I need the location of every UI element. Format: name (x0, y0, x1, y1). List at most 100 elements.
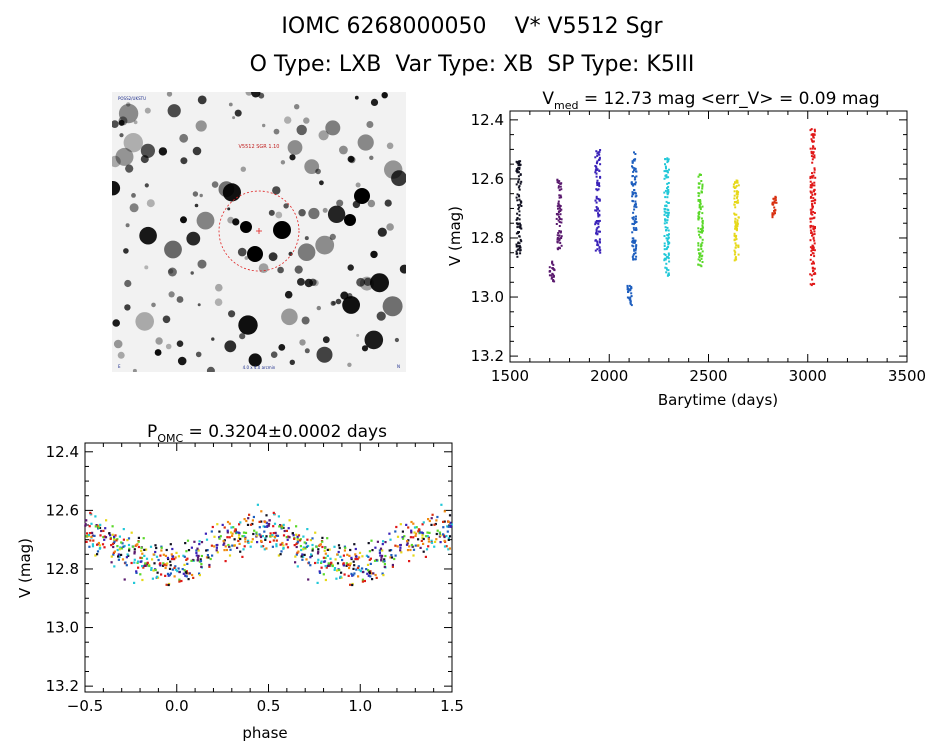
star (176, 296, 184, 303)
phase-curve-point (230, 526, 233, 529)
star (301, 316, 310, 325)
phase-curve-point (280, 527, 283, 530)
phase-curve-point (231, 534, 234, 537)
phase-curve-point (94, 515, 97, 518)
light-curve-point (595, 175, 598, 178)
phase-curve-point (103, 538, 106, 541)
phase-curve-point (97, 541, 100, 545)
light-curve-point (809, 177, 812, 180)
light-curve-point (518, 206, 521, 209)
light-curve-point (626, 284, 629, 287)
phase-curve-point (170, 553, 173, 556)
phase-curve-point (399, 549, 402, 552)
light-curve-point (558, 234, 561, 237)
light-curve-point (556, 179, 559, 182)
light-curve-point (809, 220, 812, 223)
light-curve-point (736, 199, 739, 202)
star (154, 349, 162, 356)
phase-curve-point (195, 549, 198, 552)
phase-curve-ytick-label: 12.6 (46, 501, 79, 519)
light-curve-point (560, 208, 563, 211)
phase-curve-point (443, 539, 446, 542)
sky-image-stamp: POSS2/UKSTU V5512 SGR 1.10 E 4.0 x 4.0 arcm… (112, 92, 406, 372)
phase-curve-point (414, 544, 417, 547)
phase-curve-point (336, 569, 339, 572)
light-curve-point (594, 199, 597, 202)
light-curve-point (598, 199, 601, 202)
phase-curve-point (135, 570, 138, 573)
light-curve-point (814, 272, 817, 275)
star (318, 130, 329, 141)
light-curve-point (733, 197, 736, 200)
light-curve-point (810, 150, 813, 153)
phase-curve-point (137, 545, 140, 549)
light-curve-point (701, 229, 704, 232)
light-curve-point (667, 273, 670, 276)
phase-curve-point (365, 568, 368, 571)
phase-curve-point (178, 570, 181, 574)
light-curve-point (598, 209, 601, 212)
light-curve-point (737, 216, 740, 219)
light-curve-point (735, 224, 738, 226)
phase-curve-point (233, 538, 236, 541)
light-curve-point (632, 218, 635, 221)
light-curve-point (596, 168, 598, 171)
light-curve-point (814, 198, 817, 201)
light-curve-point (810, 212, 813, 215)
light-curve-point (736, 190, 738, 193)
phase-curve-point (91, 531, 94, 534)
phase-curve-point (87, 534, 90, 537)
phase-curve-point (252, 515, 255, 519)
light-curve-point (665, 200, 668, 203)
light-curve-point (666, 226, 669, 229)
star (319, 180, 324, 186)
light-curve-point (736, 227, 738, 230)
light-curve-point (520, 201, 523, 204)
light-curve-point (630, 182, 633, 185)
light-curve-point (516, 161, 519, 164)
star (112, 319, 120, 327)
light-curve-point (631, 165, 633, 168)
phase-curve-point (344, 546, 347, 549)
phase-curve-point (266, 525, 269, 528)
star (211, 337, 215, 341)
phase-curve-point (140, 560, 143, 563)
light-curve-ytick-label: 12.6 (471, 170, 504, 188)
light-curve-point (594, 239, 597, 242)
star (113, 339, 123, 349)
phase-curve-point (243, 545, 246, 548)
phase-curve-point (243, 535, 246, 538)
light-curve-point (553, 269, 556, 272)
phase-curve-point (350, 557, 353, 561)
phase-curve-point (85, 519, 88, 522)
phase-curve-point (238, 523, 241, 526)
phase-curve-point (390, 549, 393, 552)
phase-curve-point (407, 526, 410, 529)
phase-curve-point (185, 550, 188, 553)
light-curve-point (635, 245, 638, 248)
light-curve-point (598, 219, 601, 222)
light-curve-point (516, 171, 519, 174)
phase-curve-point (113, 537, 116, 540)
light-curve-point (813, 171, 816, 174)
light-curve-point (635, 228, 638, 231)
star (228, 310, 236, 318)
light-curve-point (634, 170, 637, 173)
phase-curve-point (410, 529, 413, 532)
phase-curve-point (103, 535, 106, 538)
phase-curve-point (165, 548, 168, 552)
phase-curve-point (340, 576, 343, 579)
light-curve-point (517, 248, 520, 251)
phase-curve-point (326, 564, 329, 567)
phase-curve-point (418, 532, 421, 535)
light-curve-point (737, 201, 740, 204)
phase-curve-point (354, 555, 358, 558)
light-curve-point (664, 163, 666, 166)
phase-curve-point (137, 540, 140, 543)
phase-curve-point (367, 555, 370, 558)
phase-curve-point (443, 520, 446, 523)
light-curve-point (810, 224, 813, 227)
phase-curve-point (420, 539, 423, 542)
phase-curve-point (187, 572, 190, 575)
phase-curve-point (155, 576, 158, 579)
